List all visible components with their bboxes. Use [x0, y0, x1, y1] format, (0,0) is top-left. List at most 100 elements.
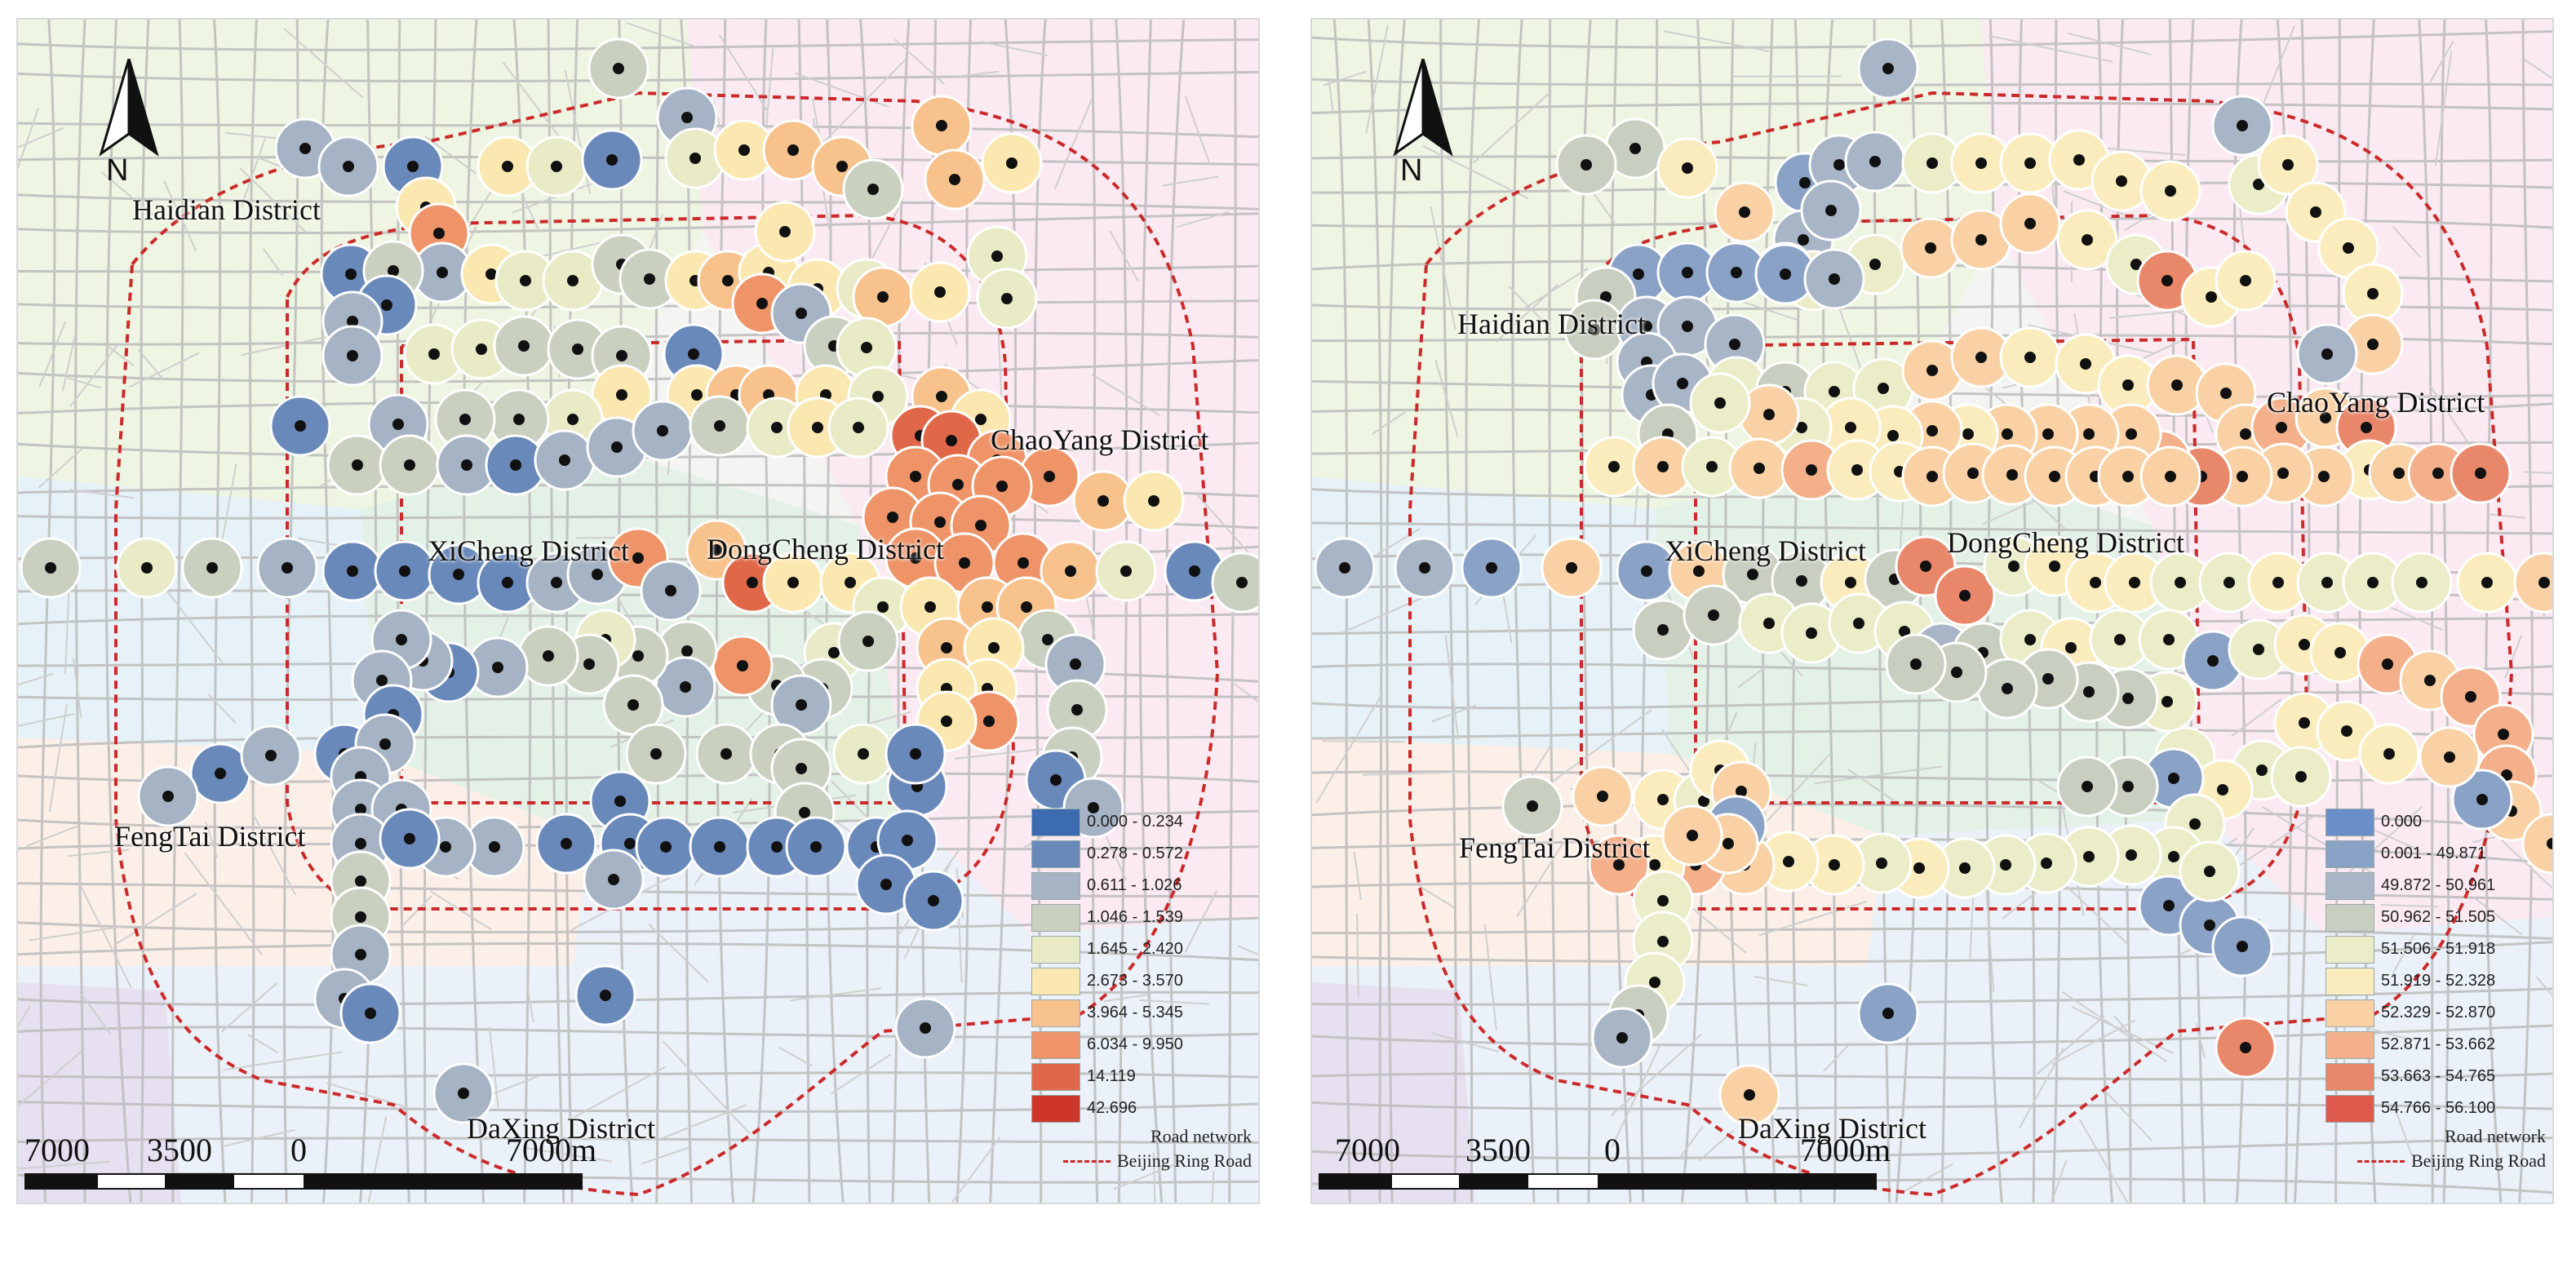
station-point [518, 340, 530, 352]
legend-item: 2.673 - 3.570 [1031, 965, 1252, 997]
station-point [1736, 786, 1747, 797]
minor-road [101, 171, 154, 216]
station-point [1829, 273, 1840, 285]
station-point [779, 226, 791, 237]
minor-road [163, 179, 197, 252]
minor-road [1328, 78, 1334, 115]
station-point [1071, 704, 1083, 716]
minor-road [1152, 1152, 1156, 1203]
minor-road [2051, 1019, 2136, 1066]
scale-bar: 7000 3500 0 7000m [1319, 1131, 1891, 1196]
minor-road [2233, 814, 2316, 870]
station-point [345, 268, 357, 280]
minor-road [1139, 999, 1209, 1005]
station-point [988, 642, 1000, 654]
minor-road [1356, 913, 1359, 997]
legend-item: 42.696 [1031, 1092, 1252, 1124]
station-point [738, 144, 750, 156]
station-point [2008, 561, 2020, 572]
legend-label: 0.611 - 1.026 [1087, 876, 1182, 894]
minor-road [2383, 603, 2443, 632]
scale-bar-graphic [24, 1173, 583, 1190]
minor-road [955, 747, 1052, 760]
minor-road [2064, 190, 2126, 216]
station-point [2321, 577, 2333, 588]
station-point [722, 275, 734, 286]
station-point [836, 161, 848, 172]
station-point [1050, 774, 1062, 786]
station-point [1682, 321, 1693, 332]
station-point [355, 804, 366, 815]
district-label-daxing: DaXing District [467, 1112, 655, 1145]
station-point [611, 441, 623, 453]
station-point [2416, 577, 2427, 588]
legend-swatch [2325, 1094, 2374, 1123]
minor-road [2078, 1118, 2129, 1203]
station-point [2217, 784, 2228, 795]
station-point [910, 552, 921, 564]
minor-road [1053, 99, 1093, 190]
station-point [1876, 858, 1887, 869]
district-label-dongcheng: DongCheng District [707, 533, 944, 565]
station-point [1926, 425, 1938, 437]
station-point [141, 562, 153, 574]
station-point [1044, 471, 1055, 482]
station-point [1657, 624, 1669, 636]
station-point [946, 435, 957, 446]
district-label-fengtai: FengTai District [1459, 831, 1651, 864]
station-point [650, 748, 662, 760]
station-point [2161, 696, 2173, 707]
minor-road [18, 1049, 84, 1108]
station-point [771, 422, 783, 433]
minor-road [2036, 1015, 2105, 1075]
legend-label: 3.964 - 5.345 [1087, 1004, 1183, 1021]
station-point [1148, 495, 1159, 507]
minor-road [662, 1040, 752, 1135]
station-point [1744, 1089, 1755, 1101]
station-point [2299, 639, 2310, 650]
station-point [1006, 157, 1018, 169]
minor-road [2051, 1159, 2068, 1203]
station-point [2253, 179, 2264, 190]
station-point [1975, 157, 1987, 169]
station-point [2114, 634, 2126, 645]
station-point [1967, 468, 1979, 479]
station-point [392, 419, 404, 430]
minor-road [18, 1005, 31, 1028]
scale-label: 3500 [1465, 1132, 1531, 1168]
station-point [365, 1008, 376, 1019]
station-point [388, 265, 399, 277]
minor-road [2472, 896, 2523, 936]
station-point [1708, 609, 1719, 621]
station-point [867, 184, 879, 195]
station-point [688, 348, 699, 360]
station-point [2393, 468, 2405, 479]
minor-road [424, 135, 477, 175]
minor-road [2429, 40, 2454, 82]
station-point [627, 699, 639, 711]
legend-label: 42.696 [1087, 1099, 1137, 1117]
minor-road [648, 924, 709, 983]
minor-road [1521, 267, 1589, 311]
station-point [1829, 386, 1840, 397]
station-point [1878, 383, 1889, 394]
station-point [45, 562, 56, 574]
station-point [632, 650, 644, 662]
scale-segment [304, 1175, 581, 1188]
station-point [756, 298, 768, 309]
station-point [747, 577, 758, 588]
station-point [1597, 791, 1608, 802]
station-point [1693, 565, 1705, 577]
station-point [2024, 634, 2036, 645]
station-point [2083, 851, 2095, 862]
station-point [665, 585, 676, 596]
station-point [1706, 461, 1718, 472]
minor-road [1847, 769, 1895, 801]
district-label-haidian: Haidian District [132, 193, 321, 226]
minor-road [1184, 95, 1212, 166]
station-point [787, 577, 799, 588]
minor-road [1663, 30, 1769, 52]
station-point [355, 949, 366, 960]
station-point [657, 425, 668, 437]
minor-road [2500, 839, 2552, 890]
